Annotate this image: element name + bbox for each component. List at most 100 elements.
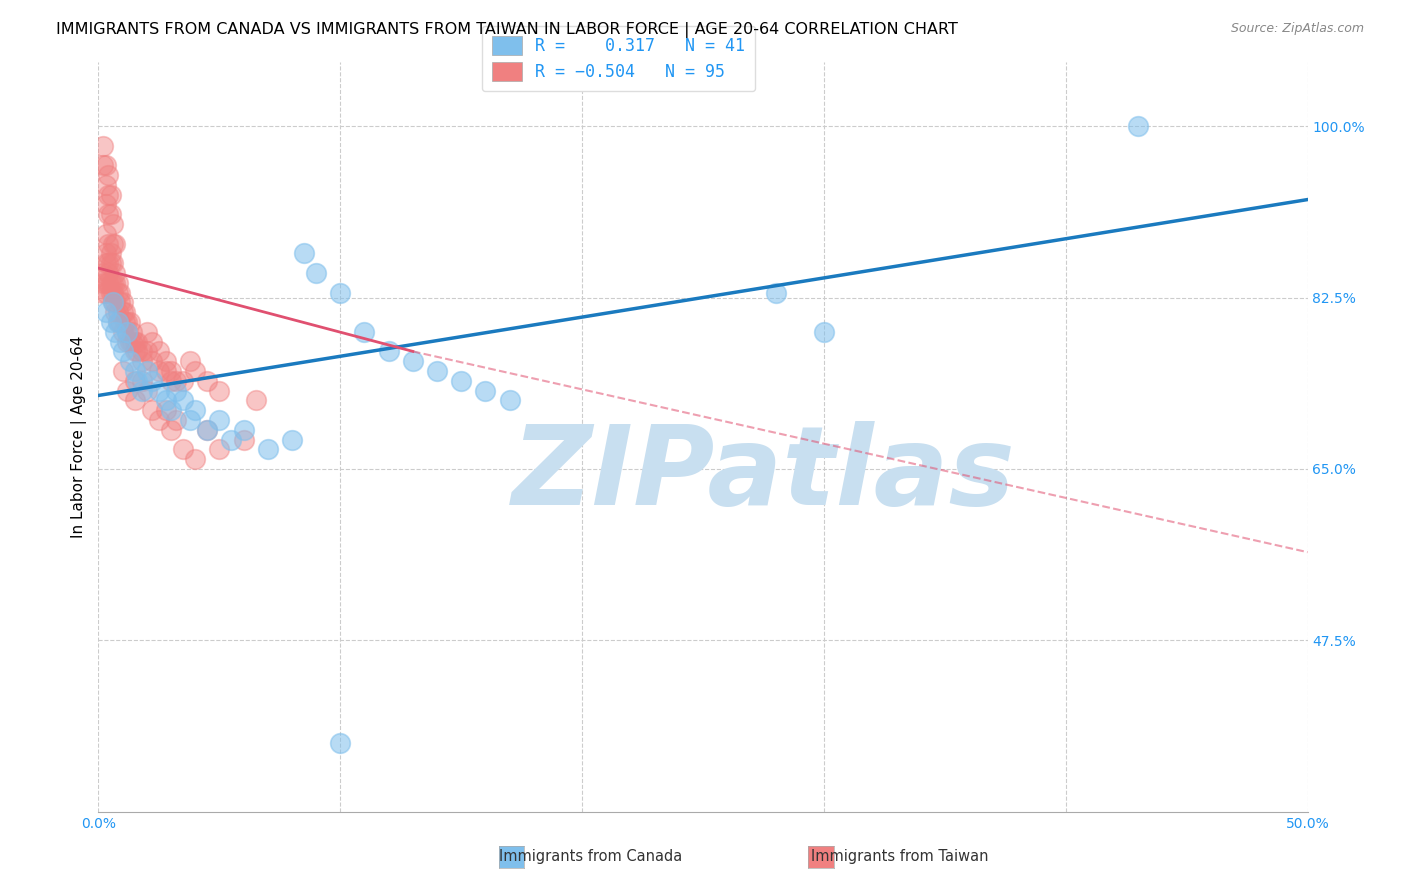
- Point: [94, 197, 117, 211]
- Point: [256, 442, 278, 457]
- Point: [111, 305, 134, 319]
- Point: [165, 413, 187, 427]
- Y-axis label: In Labor Force | Age 20-64: In Labor Force | Age 20-64: [72, 336, 87, 538]
- Point: [107, 285, 129, 300]
- Point: [121, 334, 143, 349]
- Point: [94, 256, 117, 270]
- Point: [402, 354, 425, 368]
- Point: [100, 315, 122, 329]
- Point: [104, 266, 127, 280]
- Text: IMMIGRANTS FROM CANADA VS IMMIGRANTS FROM TAIWAN IN LABOR FORCE | AGE 20-64 CORR: IMMIGRANTS FROM CANADA VS IMMIGRANTS FRO…: [56, 22, 957, 38]
- Point: [131, 374, 153, 388]
- Point: [111, 295, 134, 310]
- Point: [179, 413, 201, 427]
- Point: [195, 423, 218, 437]
- Point: [195, 423, 218, 437]
- Point: [117, 334, 139, 349]
- Point: [353, 325, 375, 339]
- Point: [172, 393, 194, 408]
- Point: [94, 227, 117, 241]
- Text: ZIPatlas: ZIPatlas: [512, 421, 1015, 528]
- Point: [117, 384, 139, 398]
- Point: [141, 374, 163, 388]
- Point: [114, 315, 136, 329]
- Point: [121, 325, 143, 339]
- Point: [160, 423, 183, 437]
- Point: [221, 433, 243, 447]
- Point: [108, 315, 131, 329]
- Point: [101, 285, 124, 300]
- Point: [101, 295, 124, 310]
- Point: [107, 305, 129, 319]
- Point: [91, 285, 114, 300]
- Point: [155, 393, 177, 408]
- Point: [148, 344, 170, 359]
- Point: [281, 433, 304, 447]
- Point: [100, 256, 122, 270]
- Point: [208, 413, 231, 427]
- Point: [100, 207, 122, 221]
- Point: [97, 168, 120, 182]
- Point: [94, 158, 117, 172]
- Point: [91, 276, 114, 290]
- Point: [104, 276, 127, 290]
- Point: [97, 256, 120, 270]
- Point: [111, 344, 134, 359]
- Point: [131, 384, 153, 398]
- Point: [97, 207, 120, 221]
- Point: [117, 315, 139, 329]
- Point: [155, 364, 177, 378]
- Point: [104, 305, 127, 319]
- Point: [118, 334, 141, 349]
- Point: [232, 423, 254, 437]
- Point: [179, 354, 201, 368]
- Point: [474, 384, 496, 398]
- Text: Immigrants from Canada: Immigrants from Canada: [499, 849, 682, 863]
- Point: [160, 364, 183, 378]
- Legend: R =    0.317   N = 41, R = −0.504   N = 95: R = 0.317 N = 41, R = −0.504 N = 95: [482, 26, 755, 91]
- Point: [107, 315, 129, 329]
- Point: [426, 364, 449, 378]
- Point: [94, 305, 117, 319]
- Point: [131, 354, 153, 368]
- Point: [172, 374, 194, 388]
- Point: [124, 364, 146, 378]
- Point: [108, 285, 131, 300]
- Point: [104, 325, 127, 339]
- Point: [765, 285, 787, 300]
- Point: [97, 187, 120, 202]
- Point: [101, 295, 124, 310]
- Point: [1128, 119, 1150, 133]
- Point: [118, 315, 141, 329]
- Point: [101, 236, 124, 251]
- Point: [108, 334, 131, 349]
- Point: [160, 403, 183, 417]
- Point: [114, 305, 136, 319]
- Point: [100, 285, 122, 300]
- Text: Source: ZipAtlas.com: Source: ZipAtlas.com: [1230, 22, 1364, 36]
- Point: [305, 266, 328, 280]
- Point: [100, 276, 122, 290]
- Point: [97, 236, 120, 251]
- Point: [135, 325, 157, 339]
- Point: [124, 393, 146, 408]
- Point: [498, 393, 520, 408]
- Point: [813, 325, 835, 339]
- Point: [111, 325, 134, 339]
- Point: [141, 403, 163, 417]
- Point: [148, 413, 170, 427]
- Point: [165, 384, 187, 398]
- Point: [329, 736, 352, 750]
- Point: [135, 364, 157, 378]
- Point: [117, 325, 139, 339]
- Point: [124, 374, 146, 388]
- Point: [127, 334, 149, 349]
- Point: [148, 364, 170, 378]
- Point: [184, 403, 207, 417]
- Point: [160, 374, 183, 388]
- Point: [94, 276, 117, 290]
- Point: [141, 334, 163, 349]
- Point: [232, 433, 254, 447]
- Point: [104, 295, 127, 310]
- Point: [292, 246, 315, 260]
